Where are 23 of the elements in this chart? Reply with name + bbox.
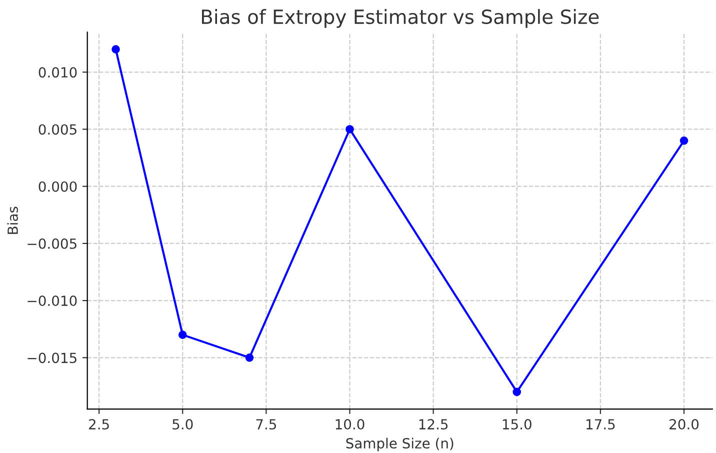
point [680,136,688,145]
y-tick-label: 0.000 [38,181,77,192]
point [346,125,354,134]
x-tick-label: 17.5 [586,419,615,430]
chart-title: Bias of Extropy Estimator vs Sample Size [202,9,599,28]
y-tick-label: 0.010 [38,67,77,78]
y-tick-label: 0.005 [38,124,76,135]
point [245,353,254,362]
x-tick-label: 20.0 [670,419,699,430]
x-tick-label: 5.0 [172,419,193,430]
x-tick-label: 2.5 [89,419,109,430]
y-axis-title: Bias [7,206,18,234]
x-tick-label: 15.0 [502,419,532,430]
y-tick-label: −0.010 [28,296,77,306]
x-axis-title: Sample Size (n) [346,438,454,452]
point [112,45,120,54]
y-tick-label: −0.015 [28,352,76,364]
point [178,330,187,339]
x-tick-label: 7.5 [256,419,276,430]
point [512,388,522,396]
y-tick-label: −0.005 [28,238,76,249]
x-tick-label: 12.5 [419,419,448,430]
x-tick-label: 10.0 [336,419,364,430]
